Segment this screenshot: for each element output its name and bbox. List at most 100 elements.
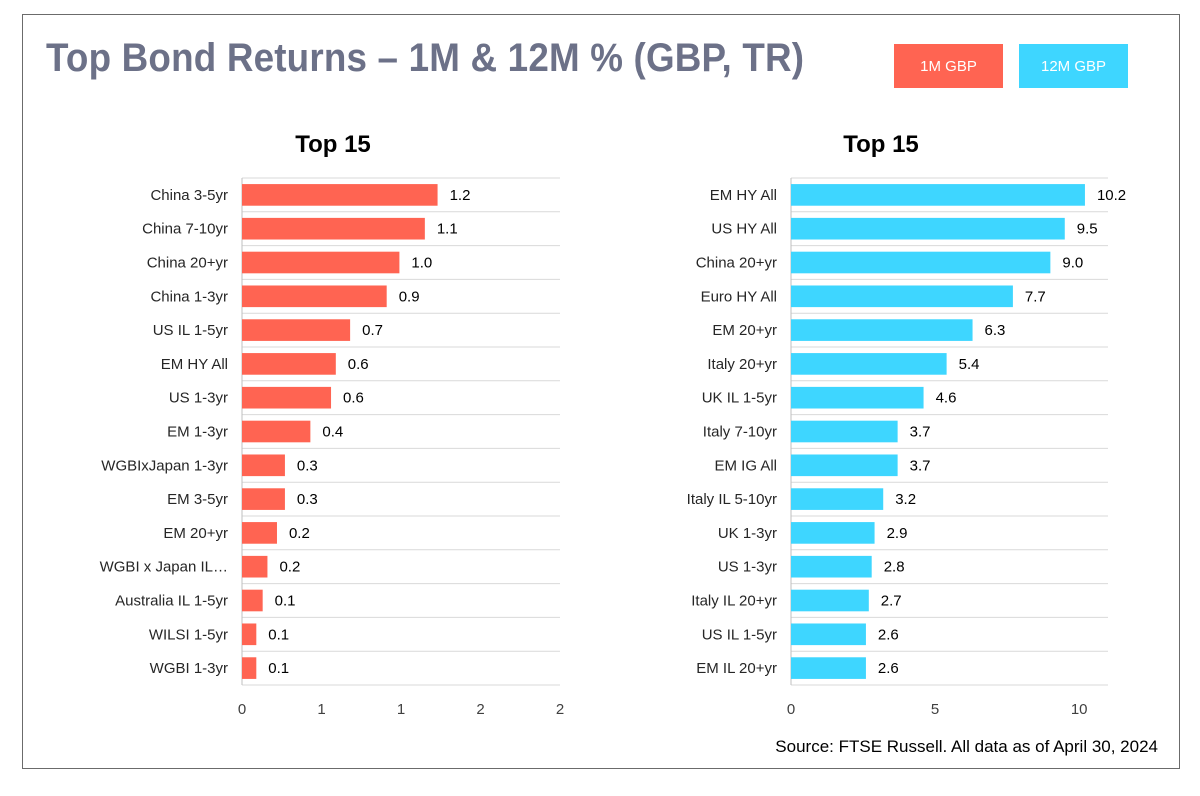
right-data-label: 3.2 — [895, 491, 916, 508]
right-category-label: US 1-3yr — [718, 559, 777, 576]
left-data-label: 0.1 — [268, 660, 289, 677]
right-bar — [791, 217, 1065, 240]
left-category-label: China 7-10yr — [142, 221, 228, 238]
right-tick-label: 10 — [1071, 701, 1088, 718]
chart-frame — [22, 14, 1180, 769]
left-data-label: 0.2 — [289, 525, 310, 542]
right-category-label: Italy 20+yr — [707, 356, 777, 373]
right-data-label: 2.6 — [878, 660, 899, 677]
legend-item-1m: 1M GBP — [894, 44, 1003, 88]
bar-chart-12m: EM HY All 10.2 US HY All 9.5 China 20+yr 9.0 E… — [687, 177, 1126, 718]
right-category-label: China 20+yr — [696, 255, 777, 272]
left-data-label: 0.4 — [322, 424, 343, 441]
left-data-label: 1.2 — [450, 187, 471, 204]
left-bar — [242, 657, 257, 679]
left-category-label: EM 20+yr — [163, 525, 228, 542]
left-category-label: China 3-5yr — [150, 187, 228, 204]
left-bar — [242, 285, 387, 308]
left-bar — [242, 488, 285, 510]
left-bar — [242, 251, 400, 274]
right-bar — [791, 184, 1085, 206]
left-tick-label: 1 — [317, 701, 325, 718]
left-data-label: 0.9 — [399, 288, 420, 305]
right-data-label: 10.2 — [1097, 187, 1126, 204]
right-bar — [791, 319, 973, 341]
left-tick-label: 2 — [476, 701, 484, 718]
left-data-label: 1.1 — [437, 221, 458, 238]
left-bar — [242, 522, 277, 544]
right-category-label: US IL 1-5yr — [702, 626, 777, 643]
right-data-label: 2.8 — [884, 559, 905, 576]
left-bar — [242, 420, 311, 443]
page-title: Top Bond Returns – 1M & 12M % (GBP, TR) — [46, 36, 805, 80]
left-bar — [242, 319, 351, 341]
left-category-label: US IL 1-5yr — [153, 322, 228, 339]
left-data-label: 0.3 — [297, 491, 318, 508]
right-category-label: Italy 7-10yr — [703, 424, 777, 441]
left-category-label: WGBIxJapan 1-3yr — [101, 457, 228, 474]
legend-item-12m: 12M GBP — [1019, 44, 1128, 88]
right-data-label: 2.9 — [887, 525, 908, 542]
left-data-label: 0.6 — [343, 390, 364, 407]
left-bar — [242, 386, 332, 409]
source-note: Source: FTSE Russell. All data as of Apr… — [775, 737, 1158, 756]
left-category-label: China 20+yr — [147, 255, 228, 272]
right-bar — [791, 285, 1013, 308]
right-tick-label: 5 — [931, 701, 939, 718]
right-bar — [791, 623, 866, 646]
right-category-label: EM 20+yr — [712, 322, 777, 339]
left-bar — [242, 589, 263, 612]
left-data-label: 0.3 — [297, 457, 318, 474]
left-category-label: WILSI 1-5yr — [149, 626, 228, 643]
right-bar — [791, 454, 898, 477]
right-data-label: 6.3 — [985, 322, 1006, 339]
right-bar — [791, 488, 884, 510]
right-category-label: EM HY All — [710, 187, 777, 204]
left-data-label: 0.2 — [279, 559, 300, 576]
right-tick-label: 0 — [787, 701, 795, 718]
left-category-label: WGBI x Japan IL… — [100, 559, 228, 576]
left-data-label: 0.6 — [348, 356, 369, 373]
right-data-label: 4.6 — [936, 390, 957, 407]
left-data-label: 1.0 — [411, 255, 432, 272]
left-tick-label: 0 — [238, 701, 246, 718]
left-data-label: 0.1 — [275, 593, 296, 610]
right-category-label: Italy IL 20+yr — [691, 593, 777, 610]
right-category-label: EM IG All — [714, 457, 777, 474]
bar-chart-1m: China 3-5yr 1.2 China 7-10yr 1.1 China 20+yr… — [100, 177, 564, 718]
right-bar — [791, 555, 872, 578]
right-data-label: 3.7 — [910, 457, 931, 474]
left-category-label: EM 1-3yr — [167, 424, 228, 441]
right-bar — [791, 386, 924, 409]
right-category-label: EM IL 20+yr — [696, 660, 777, 677]
right-category-label: Euro HY All — [701, 288, 777, 305]
left-bar — [242, 353, 336, 375]
left-category-label: China 1-3yr — [150, 288, 228, 305]
left-bar — [242, 454, 285, 477]
right-data-label: 2.7 — [881, 593, 902, 610]
right-bar — [791, 353, 947, 375]
right-bar — [791, 657, 866, 679]
chart-title-left: Top 15 — [295, 131, 371, 158]
left-bar — [242, 555, 268, 578]
right-data-label: 7.7 — [1025, 288, 1046, 305]
left-bar — [242, 623, 257, 646]
left-tick-label: 2 — [556, 701, 564, 718]
left-tick-label: 1 — [397, 701, 405, 718]
left-category-label: US 1-3yr — [169, 390, 228, 407]
left-bar — [242, 217, 425, 240]
right-category-label: UK 1-3yr — [718, 525, 777, 542]
right-data-label: 9.0 — [1062, 255, 1083, 272]
chart-title-right: Top 15 — [843, 131, 919, 158]
left-category-label: EM HY All — [161, 356, 228, 373]
right-category-label: US HY All — [711, 221, 777, 238]
right-bar — [791, 420, 898, 443]
right-bar — [791, 522, 875, 544]
left-category-label: Australia IL 1-5yr — [115, 593, 228, 610]
left-data-label: 0.1 — [268, 626, 289, 643]
right-data-label: 5.4 — [959, 356, 980, 373]
right-data-label: 2.6 — [878, 626, 899, 643]
left-category-label: EM 3-5yr — [167, 491, 228, 508]
left-category-label: WGBI 1-3yr — [150, 660, 228, 677]
left-data-label: 0.7 — [362, 322, 383, 339]
